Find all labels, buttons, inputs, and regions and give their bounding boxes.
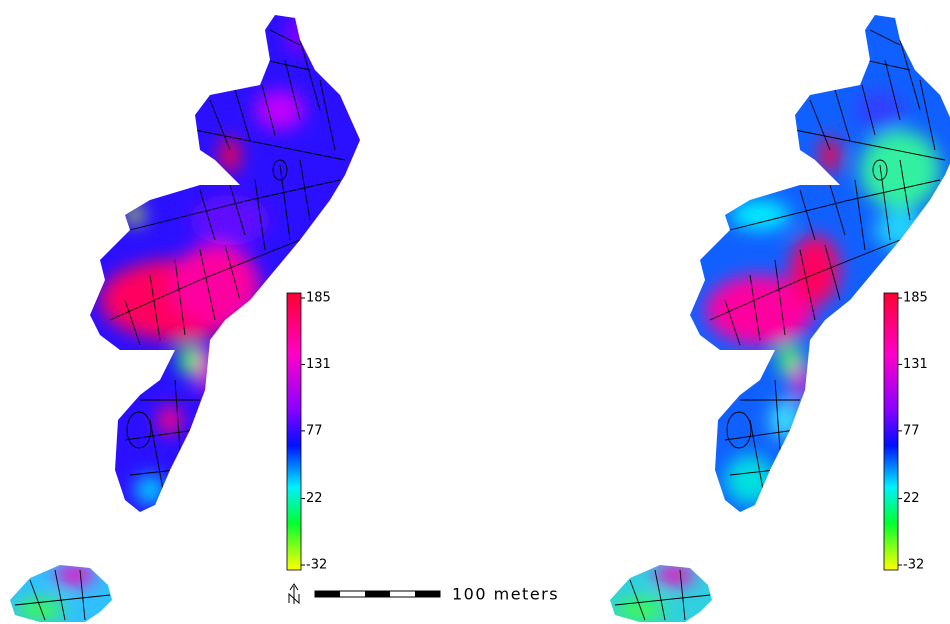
north-arrow — [289, 584, 299, 604]
scale-bar-segment — [415, 591, 440, 597]
figure: 100 meters 185 131 77 22 -32 185 131 77 22 -32 — [0, 0, 950, 624]
scale-label: 100 meters — [452, 585, 559, 604]
colorbar-tick-label: 22 — [306, 491, 323, 506]
colorbar-tick-label: 185 — [903, 291, 928, 306]
colorbar-tick-label: 131 — [903, 357, 928, 372]
colorbar-tick-label: -32 — [306, 558, 327, 573]
colorbar — [287, 293, 301, 570]
colorbar-tick-label: 22 — [903, 491, 920, 506]
colorbar-tick-label: 131 — [306, 357, 331, 372]
map-left — [0, 0, 380, 624]
colorbar-tick-label: -32 — [903, 558, 924, 573]
scale-bar-segment — [315, 591, 340, 597]
scale-bar-segment — [365, 591, 390, 597]
colorbar — [884, 293, 898, 570]
colorbar-tick-label: 77 — [306, 423, 323, 438]
colorbar-tick-label: 77 — [903, 423, 920, 438]
scale-bar: 100 meters — [289, 584, 559, 604]
colorbar-tick-label: 185 — [306, 291, 331, 306]
